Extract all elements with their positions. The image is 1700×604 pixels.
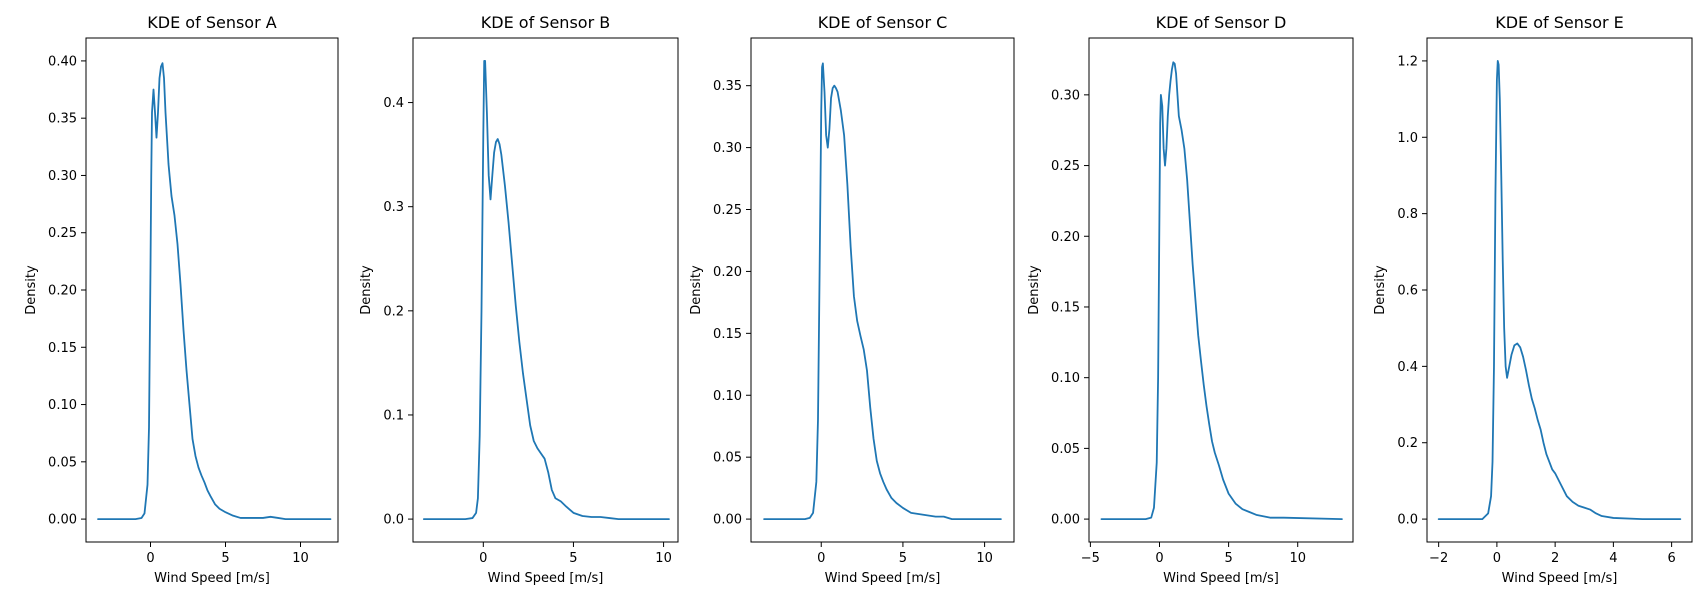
axes-frame — [412, 37, 679, 543]
y-tick-label: 0.20 — [1051, 230, 1080, 245]
y-tick-label: 0.05 — [713, 451, 742, 466]
x-axis-label: Wind Speed [m/s] — [825, 571, 941, 586]
axes-frame — [1088, 37, 1354, 543]
y-axis-label: Density — [1027, 265, 1042, 315]
subplot-4: KDE of Sensor D −5 0 5 10 0.00 0.05 0.10 0.15 0.2… — [1027, 13, 1354, 586]
y-tick-label: 0.20 — [713, 265, 742, 280]
x-axis-label: Wind Speed [m/s] — [1163, 571, 1279, 586]
y-tick-label: 0.30 — [48, 169, 77, 184]
y-tick-label: 0.05 — [1051, 442, 1080, 457]
chart-title: KDE of Sensor B — [481, 13, 610, 32]
x-tick-label: 5 — [221, 551, 229, 566]
y-tick-label: 0.25 — [1051, 159, 1080, 174]
y-axis-label: Density — [359, 265, 374, 315]
y-tick-label: 0.15 — [48, 341, 77, 356]
y-axis-label: Density — [1373, 265, 1388, 315]
subplot-5: KDE of Sensor E −2 0 2 4 6 0.0 0.2 0.4 0.6 0.8 1.0 1… — [1373, 13, 1693, 586]
x-tick-label: 10 — [1289, 551, 1306, 566]
kde-line — [97, 62, 332, 520]
y-tick-label: 0.8 — [1397, 207, 1418, 222]
y-tick-label: 0.35 — [713, 79, 742, 94]
y-tick-label: 0.00 — [48, 513, 77, 528]
axes-frame — [1426, 37, 1693, 543]
kde-line — [763, 62, 1002, 520]
x-tick-label: 4 — [1609, 551, 1617, 566]
chart-title: KDE of Sensor E — [1495, 13, 1624, 32]
y-tick-label: 0.20 — [48, 284, 77, 299]
y-tick-label: 0.15 — [713, 327, 742, 342]
y-tick-label: 0.4 — [383, 96, 404, 111]
x-tick-label: 2 — [1551, 551, 1559, 566]
x-tick-label: 5 — [569, 551, 577, 566]
y-tick-label: 0.10 — [48, 398, 77, 413]
x-tick-label: 0 — [146, 551, 154, 566]
x-tick-label: 6 — [1667, 551, 1675, 566]
x-tick-label: 0 — [1493, 551, 1501, 566]
x-tick-label: 10 — [976, 551, 993, 566]
x-tick-label: 10 — [292, 551, 309, 566]
y-tick-label: 1.2 — [1397, 54, 1418, 69]
x-axis-label: Wind Speed [m/s] — [1502, 571, 1618, 586]
y-tick-label: 0.6 — [1397, 284, 1418, 299]
y-tick-label: 0.0 — [383, 513, 404, 528]
y-tick-label: 0.00 — [1051, 513, 1080, 528]
y-tick-label: 0.15 — [1051, 300, 1080, 315]
y-tick-label: 0.0 — [1397, 513, 1418, 528]
x-tick-label: 0 — [817, 551, 825, 566]
kde-line — [1437, 60, 1682, 520]
y-tick-label: 0.3 — [383, 200, 404, 215]
y-tick-label: 0.40 — [48, 54, 77, 69]
kde-line — [422, 60, 670, 520]
y-tick-label: 0.25 — [48, 226, 77, 241]
chart-title: KDE of Sensor A — [147, 13, 276, 32]
x-tick-label: 0 — [479, 551, 487, 566]
y-tick-label: 0.4 — [1397, 360, 1418, 375]
y-axis-label: Density — [689, 265, 704, 315]
y-tick-label: 0.05 — [48, 455, 77, 470]
x-tick-label: −5 — [1081, 551, 1100, 566]
subplot-1: KDE of Sensor A 0 5 10 0.00 0.05 0.10 0.15 0.20 0… — [24, 13, 339, 586]
x-axis-label: Wind Speed [m/s] — [488, 571, 604, 586]
subplot-2: KDE of Sensor B 0 5 10 0.0 0.1 0.2 0.3 0.4 Wind S… — [359, 13, 679, 586]
x-tick-label: 5 — [1224, 551, 1232, 566]
kde-line — [1100, 61, 1343, 520]
x-tick-label: 5 — [899, 551, 907, 566]
y-tick-label: 0.30 — [1051, 88, 1080, 103]
x-tick-label: 10 — [655, 551, 672, 566]
y-tick-label: 0.1 — [383, 408, 404, 423]
subplot-3: KDE of Sensor C 0 5 10 0.00 0.05 0.10 0.15 0.20 0… — [689, 13, 1015, 586]
y-tick-label: 0.10 — [1051, 371, 1080, 386]
y-tick-label: 0.25 — [713, 203, 742, 218]
axes-frame — [750, 37, 1015, 543]
x-axis-label: Wind Speed [m/s] — [154, 571, 270, 586]
y-tick-label: 0.2 — [1397, 436, 1418, 451]
chart-title: KDE of Sensor C — [818, 13, 948, 32]
y-axis-label: Density — [24, 265, 39, 315]
axes-frame — [85, 37, 339, 543]
y-tick-label: 0.00 — [713, 513, 742, 528]
y-tick-label: 0.35 — [48, 112, 77, 127]
chart-title: KDE of Sensor D — [1156, 13, 1287, 32]
y-tick-label: 0.10 — [713, 389, 742, 404]
x-tick-label: 0 — [1155, 551, 1163, 566]
y-tick-label: 0.30 — [713, 141, 742, 156]
y-tick-label: 0.2 — [383, 304, 404, 319]
y-tick-label: 1.0 — [1397, 131, 1418, 146]
x-tick-label: −2 — [1429, 551, 1448, 566]
